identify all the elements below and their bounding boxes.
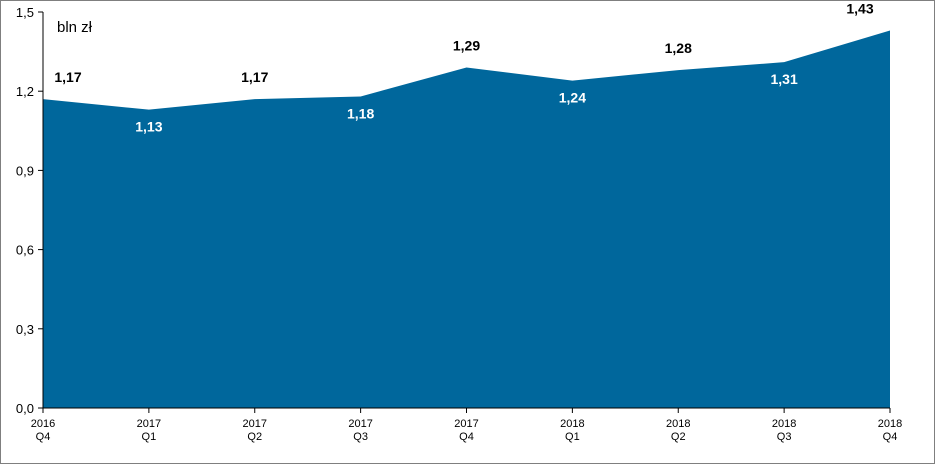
y-tick-label: 0,6 bbox=[16, 243, 34, 258]
data-label: 1,31 bbox=[771, 71, 798, 87]
x-tick-label: 2018 bbox=[878, 418, 902, 430]
x-tick-label: 2018 bbox=[560, 418, 584, 430]
x-tick-label: 2018 bbox=[772, 418, 796, 430]
x-tick-sublabel: Q3 bbox=[353, 431, 368, 443]
area-layer bbox=[43, 30, 890, 408]
x-tick-label: 2018 bbox=[666, 418, 690, 430]
data-label: 1,43 bbox=[846, 0, 873, 16]
data-label: 1,24 bbox=[559, 90, 586, 106]
x-tick-sublabel: Q2 bbox=[671, 431, 686, 443]
data-label: 1,29 bbox=[453, 37, 480, 53]
x-tick-label: 2017 bbox=[348, 418, 372, 430]
axis-layer: 0,00,30,60,91,21,52016Q42017Q12017Q22017… bbox=[16, 5, 902, 443]
data-label: 1,17 bbox=[241, 69, 268, 85]
data-label: 1,28 bbox=[665, 40, 692, 56]
area-series bbox=[43, 30, 890, 408]
x-tick-sublabel: Q4 bbox=[883, 431, 898, 443]
x-tick-label: 2017 bbox=[454, 418, 478, 430]
x-tick-sublabel: Q4 bbox=[36, 431, 51, 443]
y-tick-label: 0,3 bbox=[16, 322, 34, 337]
unit-label: bln zł bbox=[57, 19, 93, 36]
x-tick-sublabel: Q2 bbox=[247, 431, 262, 443]
x-tick-sublabel: Q1 bbox=[142, 431, 157, 443]
data-label-layer: 1,17 1,13 1,17 1,18 1,29 1,24 1,28 1,31 1,43 bbox=[54, 0, 873, 134]
x-tick-sublabel: Q1 bbox=[565, 431, 580, 443]
y-tick-label: 1,5 bbox=[16, 5, 34, 20]
y-tick-label: 0,9 bbox=[16, 163, 34, 178]
x-tick-sublabel: Q3 bbox=[777, 431, 792, 443]
data-label: 1,18 bbox=[347, 105, 374, 121]
x-tick-label: 2017 bbox=[243, 418, 267, 430]
data-label: 1,17 bbox=[54, 69, 81, 85]
x-tick-label: 2017 bbox=[137, 418, 161, 430]
data-label: 1,13 bbox=[135, 119, 162, 135]
x-tick-label: 2016 bbox=[31, 418, 55, 430]
y-tick-label: 0,0 bbox=[16, 401, 34, 416]
y-tick-label: 1,2 bbox=[16, 84, 34, 99]
x-tick-sublabel: Q4 bbox=[459, 431, 474, 443]
